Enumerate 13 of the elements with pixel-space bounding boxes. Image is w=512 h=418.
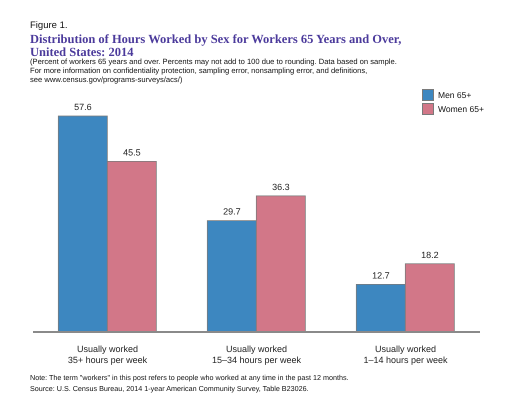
x-tick-label: Usually worked 1–14 hours per week bbox=[363, 344, 448, 365]
chart-title: Distribution of Hours Worked by Sex for Workers 65 Years and Over, United States: 2014 bbox=[30, 32, 402, 58]
x-tick-label: Usually worked 35+ hours per week bbox=[68, 344, 148, 365]
data-label: 57.6 bbox=[74, 102, 92, 112]
legend-label: Men 65+ bbox=[438, 90, 472, 100]
x-tick-label: Usually worked 15–34 hours per week bbox=[212, 344, 302, 365]
data-label: 12.7 bbox=[372, 270, 390, 280]
legend-label: Women 65+ bbox=[438, 104, 484, 114]
data-label: 45.5 bbox=[123, 147, 141, 158]
data-label: 29.7 bbox=[223, 206, 241, 217]
data-label: 18.2 bbox=[421, 250, 439, 260]
data-label: 36.3 bbox=[272, 182, 290, 192]
caption: Figure 1. bbox=[30, 20, 68, 31]
